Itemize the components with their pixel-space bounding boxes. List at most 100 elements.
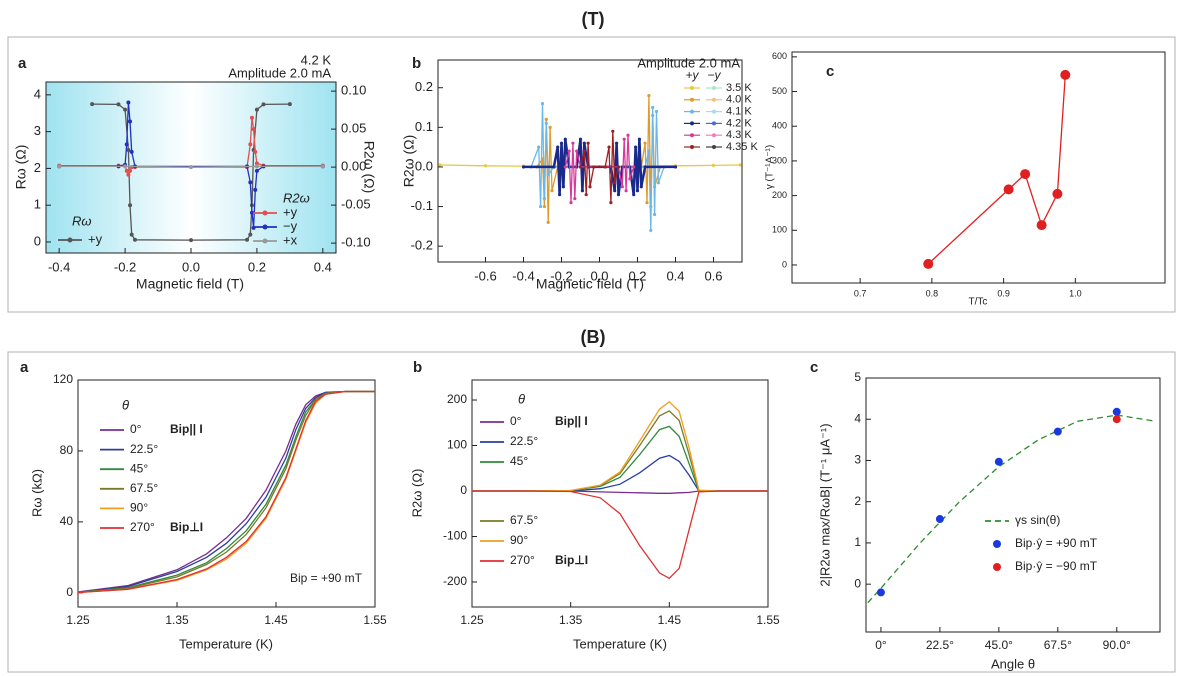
data-point: [189, 238, 193, 243]
data-point: [126, 172, 131, 177]
data-point: [616, 165, 621, 169]
legend-note: Bip⊥I: [555, 553, 588, 567]
panel-letter: c: [826, 63, 834, 80]
data-point: [254, 168, 259, 173]
x-tick-label: 22.5°: [926, 638, 954, 652]
plot-frame: [791, 51, 1166, 284]
x-tick-label: 67.5°: [1044, 638, 1072, 652]
legend-marker: [690, 133, 694, 138]
plot-frame: [865, 377, 1161, 633]
legend-label: 22.5°: [130, 442, 158, 456]
data-point: [563, 137, 567, 141]
y2-tick-label: -0.10: [341, 235, 371, 250]
data-point: [123, 107, 128, 112]
data-point: [654, 109, 659, 114]
bottom-frame: [7, 351, 1176, 673]
data-point: [673, 165, 678, 169]
x-tick-label: 0.2: [248, 259, 266, 274]
data-point: [116, 102, 121, 107]
y-tick-label: 0: [854, 576, 861, 590]
data-point: [569, 200, 573, 205]
x-axis-label: Magnetic field (T): [536, 276, 644, 292]
data-point: [620, 185, 624, 189]
x-tick-label: 0°: [875, 638, 887, 652]
data-point: [738, 163, 742, 167]
data-point: [544, 121, 548, 125]
x-axis-label: T/Tc: [969, 297, 988, 308]
data-point: [622, 137, 626, 141]
data-point: [632, 165, 636, 169]
data-point: [580, 189, 585, 193]
series-line: [472, 490, 768, 580]
data-point: [254, 161, 259, 166]
data-point: [248, 142, 253, 147]
y-tick-label: 0.1: [415, 119, 433, 134]
legend-label: +y: [88, 231, 103, 246]
data-point: [603, 165, 607, 169]
legend-label: γs sin(θ): [1015, 513, 1060, 527]
y-tick-label: -200: [443, 574, 467, 588]
x-tick-label: 1.0: [1069, 288, 1082, 298]
y-tick-label: 200: [772, 190, 787, 200]
data-point: [935, 515, 944, 524]
y-tick-label: 0: [34, 233, 41, 248]
y-tick-label: 200: [447, 392, 467, 406]
data-point: [124, 168, 129, 173]
y2-tick-label: 0.00: [341, 159, 366, 174]
data-point: [643, 141, 647, 145]
y-axis-label: Rω (kΩ): [29, 469, 44, 517]
data-point: [249, 115, 254, 120]
x-axis-label: Temperature (K): [573, 636, 667, 651]
y-tick-label: 0: [782, 259, 787, 269]
annotation: Amplitude 2.0 mA: [637, 55, 740, 70]
panel-letter: c: [810, 359, 818, 376]
data-point: [126, 100, 131, 105]
data-point: [254, 107, 259, 112]
x-tick-label: -0.2: [550, 268, 572, 283]
section-label: (B): [581, 327, 606, 347]
data-point: [552, 165, 556, 169]
series-line: [77, 390, 375, 593]
y-tick-label: 0: [460, 483, 467, 497]
x-tick-label: 1.25: [66, 613, 90, 627]
data-point: [635, 189, 640, 193]
data-point: [643, 165, 647, 169]
x-tick-label: 0.6: [704, 268, 722, 283]
x-tick-label: 1.55: [363, 613, 387, 627]
y-tick-label: -0.2: [411, 238, 433, 253]
legend-marker: [690, 97, 694, 102]
data-point: [582, 141, 586, 145]
data-point: [189, 165, 193, 170]
x-tick-label: -0.6: [474, 268, 496, 283]
x-tick-label: 0.4: [314, 259, 332, 274]
data-point: [571, 141, 575, 145]
data-point: [248, 180, 253, 185]
y-tick-label: 2: [34, 160, 41, 175]
plot-frame: [77, 379, 376, 608]
legend-title: θ: [518, 391, 525, 406]
y-tick-label: 2: [854, 494, 861, 508]
data-point: [1112, 407, 1121, 416]
legend-note: Bip|| I: [555, 414, 588, 428]
legend-label: −y: [283, 218, 298, 233]
data-point: [994, 457, 1003, 466]
legend-marker: [712, 121, 716, 126]
legend-marker: [262, 224, 268, 230]
series-line: [77, 390, 375, 594]
data-point: [128, 203, 133, 208]
annotation: Amplitude 2.0 mA: [228, 65, 331, 80]
x-axis-label: Magnetic field (T): [136, 276, 244, 292]
legend-label: 270°: [510, 553, 535, 567]
panel-letter: b: [413, 359, 422, 376]
legend-note: Bip|| I: [170, 422, 203, 436]
legend-marker: [67, 237, 73, 243]
data-point: [628, 177, 632, 181]
x-tick-label: -0.2: [114, 259, 136, 274]
y-tick-label: 400: [772, 121, 787, 131]
y2-axis-label: R2ω (Ω): [361, 141, 377, 194]
data-point: [537, 145, 541, 149]
data-point: [132, 237, 137, 242]
plot-frame: [471, 379, 769, 608]
annotation: Bip = +90 mT: [290, 571, 363, 585]
